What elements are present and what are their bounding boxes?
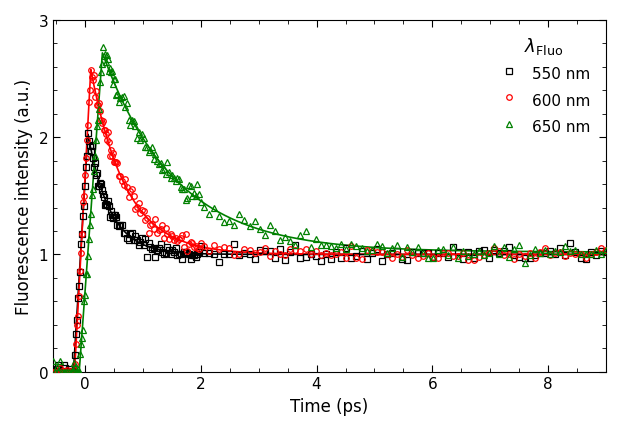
600 nm bbox=[172, 236, 179, 241]
550 nm bbox=[429, 255, 437, 260]
X-axis label: Time (ps): Time (ps) bbox=[291, 397, 369, 415]
600 nm bbox=[98, 121, 106, 126]
Line: 550 nm: 550 nm bbox=[50, 131, 609, 375]
550 nm bbox=[174, 253, 181, 258]
650 nm bbox=[98, 62, 106, 67]
Legend: 550 nm, 600 nm, 650 nm: 550 nm, 600 nm, 650 nm bbox=[489, 28, 599, 144]
Y-axis label: Fluorescence intensity (a.u.): Fluorescence intensity (a.u.) bbox=[15, 79, 33, 314]
650 nm bbox=[429, 255, 437, 261]
Line: 650 nm: 650 nm bbox=[50, 45, 609, 375]
600 nm bbox=[281, 252, 289, 258]
600 nm bbox=[602, 248, 610, 253]
650 nm bbox=[174, 176, 181, 181]
Line: 600 nm: 600 nm bbox=[50, 68, 609, 375]
650 nm bbox=[50, 359, 57, 364]
600 nm bbox=[50, 369, 57, 374]
600 nm bbox=[61, 369, 69, 374]
550 nm bbox=[439, 251, 446, 256]
550 nm bbox=[286, 250, 294, 255]
550 nm bbox=[99, 192, 107, 197]
600 nm bbox=[434, 255, 442, 261]
650 nm bbox=[286, 239, 294, 244]
550 nm bbox=[50, 367, 57, 372]
650 nm bbox=[439, 247, 446, 252]
650 nm bbox=[63, 369, 71, 374]
550 nm bbox=[51, 369, 58, 374]
550 nm bbox=[602, 250, 610, 255]
600 nm bbox=[424, 251, 432, 256]
650 nm bbox=[51, 369, 58, 374]
600 nm bbox=[87, 69, 94, 74]
550 nm bbox=[84, 131, 91, 136]
650 nm bbox=[99, 45, 107, 50]
550 nm bbox=[63, 369, 71, 374]
650 nm bbox=[602, 249, 610, 254]
